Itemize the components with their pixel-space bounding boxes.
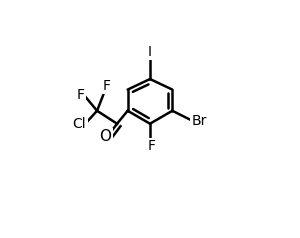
Text: Cl: Cl	[73, 117, 86, 131]
Text: F: F	[103, 79, 110, 93]
Text: O: O	[99, 129, 111, 144]
Text: Br: Br	[192, 114, 207, 128]
Text: F: F	[77, 88, 85, 102]
Text: F: F	[147, 139, 155, 153]
Text: I: I	[148, 45, 152, 59]
